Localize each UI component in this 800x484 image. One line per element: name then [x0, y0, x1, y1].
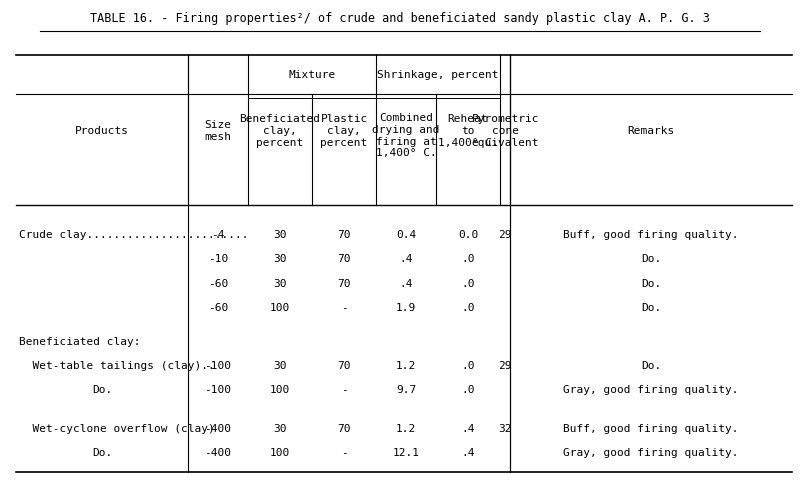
- Text: 1.2: 1.2: [396, 424, 416, 433]
- Text: -100: -100: [205, 361, 231, 370]
- Text: Buff, good firing quality.: Buff, good firing quality.: [563, 230, 739, 240]
- Text: .0: .0: [462, 254, 474, 264]
- Text: Crude clay........................: Crude clay........................: [19, 230, 249, 240]
- Text: -60: -60: [208, 302, 228, 312]
- Text: 70: 70: [338, 230, 350, 240]
- Text: .4: .4: [399, 278, 413, 288]
- Text: Remarks: Remarks: [627, 126, 675, 136]
- Text: Beneficiated
clay,
percent: Beneficiated clay, percent: [239, 114, 321, 147]
- Text: 29: 29: [498, 230, 512, 240]
- Text: .4: .4: [399, 254, 413, 264]
- Text: -400: -400: [205, 424, 231, 433]
- Text: 70: 70: [338, 361, 350, 370]
- Text: 9.7: 9.7: [396, 385, 416, 394]
- Text: -400: -400: [205, 448, 231, 457]
- Text: 29: 29: [498, 361, 512, 370]
- Text: -60: -60: [208, 278, 228, 288]
- Text: Wet-table tailings (clay)..: Wet-table tailings (clay)..: [19, 361, 215, 370]
- Text: Size
mesh: Size mesh: [205, 120, 231, 141]
- Text: 100: 100: [270, 385, 290, 394]
- Text: Shrinkage, percent: Shrinkage, percent: [378, 70, 498, 80]
- Text: .4: .4: [462, 424, 474, 433]
- Text: -100: -100: [205, 385, 231, 394]
- Text: Plastic
clay,
percent: Plastic clay, percent: [320, 114, 368, 147]
- Text: .0: .0: [462, 302, 474, 312]
- Text: 100: 100: [270, 448, 290, 457]
- Text: 0.0: 0.0: [458, 230, 478, 240]
- Text: -4: -4: [211, 230, 225, 240]
- Text: 70: 70: [338, 278, 350, 288]
- Text: TABLE 16. - Firing properties²/ of crude and beneficiated sandy plastic clay A. : TABLE 16. - Firing properties²/ of crude…: [90, 12, 710, 25]
- Text: 100: 100: [270, 302, 290, 312]
- Text: Wet-cyclone overflow (clay): Wet-cyclone overflow (clay): [19, 424, 215, 433]
- Text: -10: -10: [208, 254, 228, 264]
- Text: Do.: Do.: [92, 448, 112, 457]
- Text: .4: .4: [462, 448, 474, 457]
- Text: 1.2: 1.2: [396, 361, 416, 370]
- Text: Do.: Do.: [641, 302, 662, 312]
- Text: .0: .0: [462, 361, 474, 370]
- Text: 30: 30: [274, 254, 286, 264]
- Text: 30: 30: [274, 361, 286, 370]
- Text: .0: .0: [462, 278, 474, 288]
- Text: Buff, good firing quality.: Buff, good firing quality.: [563, 424, 739, 433]
- Text: 32: 32: [498, 424, 512, 433]
- Text: Combined
drying and
firing at
1,400° C.: Combined drying and firing at 1,400° C.: [372, 113, 440, 158]
- Text: 30: 30: [274, 230, 286, 240]
- Text: Do.: Do.: [92, 385, 112, 394]
- Text: -: -: [341, 385, 347, 394]
- Text: Gray, good firing quality.: Gray, good firing quality.: [563, 448, 739, 457]
- Text: 0.4: 0.4: [396, 230, 416, 240]
- Text: 70: 70: [338, 254, 350, 264]
- Text: Gray, good firing quality.: Gray, good firing quality.: [563, 385, 739, 394]
- Text: 70: 70: [338, 424, 350, 433]
- Text: .0: .0: [462, 385, 474, 394]
- Text: Do.: Do.: [641, 278, 662, 288]
- Text: 30: 30: [274, 424, 286, 433]
- Text: Mixture: Mixture: [288, 70, 336, 80]
- Text: Beneficiated clay:: Beneficiated clay:: [19, 336, 141, 346]
- Text: 30: 30: [274, 278, 286, 288]
- Text: -: -: [341, 302, 347, 312]
- Text: Reheat
to
1,400° C.: Reheat to 1,400° C.: [438, 114, 498, 147]
- Text: Products: Products: [75, 126, 129, 136]
- Text: Do.: Do.: [641, 361, 662, 370]
- Text: Pyrometric
cone
equivalent: Pyrometric cone equivalent: [471, 114, 539, 147]
- Text: -: -: [341, 448, 347, 457]
- Text: 12.1: 12.1: [393, 448, 419, 457]
- Text: 1.9: 1.9: [396, 302, 416, 312]
- Text: Do.: Do.: [641, 254, 662, 264]
